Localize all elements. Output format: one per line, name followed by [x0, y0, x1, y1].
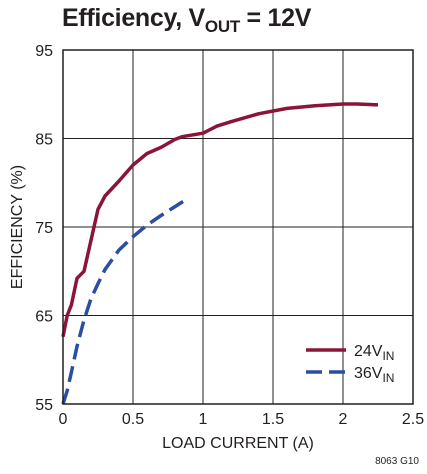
plot-frame — [62, 49, 414, 405]
series-line-1 — [61, 102, 379, 338]
chart-title-main: Efficiency, V — [62, 4, 205, 32]
x-tick-label: 1.5 — [262, 411, 284, 428]
tick-labels: 0 0.5 1 1.5 2 2.5 55 65 75 85 95 — [35, 43, 424, 428]
x-tick-label: 2 — [339, 411, 348, 428]
chart-title-subscript: OUT — [204, 17, 240, 36]
series-layer — [61, 102, 379, 405]
x-tick-label: 0 — [59, 411, 68, 428]
y-axis-label: EFFICIENCY (%) — [9, 165, 26, 289]
figure-id: 8063 G10 — [375, 456, 419, 467]
chart-title-rest: = 12V — [239, 4, 312, 32]
series-line-2 — [61, 196, 190, 405]
y-tick-label: 65 — [35, 309, 53, 326]
chart-title: Efficiency, VOUT = 12V — [62, 4, 312, 36]
x-axis-label: LOAD CURRENT (A) — [162, 435, 314, 452]
legend-label-2: 36VIN — [354, 365, 394, 385]
y-tick-label: 55 — [35, 397, 53, 414]
x-tick-label: 2.5 — [402, 411, 424, 428]
y-tick-label: 85 — [35, 132, 53, 149]
x-tick-label: 1 — [199, 411, 208, 428]
grid — [63, 50, 413, 404]
y-tick-label: 95 — [35, 43, 53, 60]
x-tick-label: 0.5 — [122, 411, 144, 428]
y-tick-label: 75 — [35, 220, 53, 237]
legend-label-1: 24VIN — [354, 343, 394, 363]
